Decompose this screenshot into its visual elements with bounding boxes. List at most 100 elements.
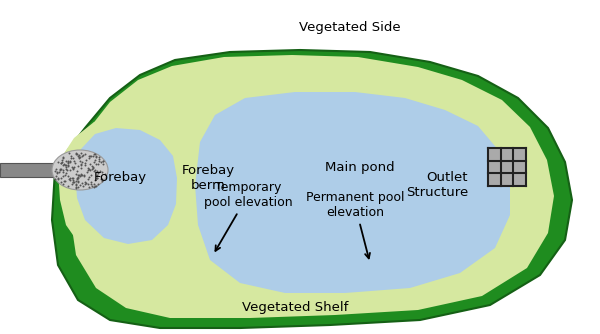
Point <box>69 165 79 170</box>
Point <box>65 168 75 173</box>
Point <box>81 181 91 186</box>
Point <box>95 168 104 174</box>
Point <box>71 185 81 191</box>
Point <box>68 179 78 184</box>
Point <box>75 158 85 163</box>
Point <box>98 158 108 163</box>
Text: Outlet
Structure: Outlet Structure <box>406 171 468 199</box>
Point <box>86 154 96 159</box>
Point <box>71 183 80 188</box>
Point <box>58 174 68 179</box>
Point <box>54 170 64 175</box>
Point <box>68 155 77 160</box>
Point <box>55 166 65 171</box>
Point <box>58 167 67 172</box>
Polygon shape <box>195 92 510 293</box>
Point <box>76 165 86 171</box>
Point <box>59 169 68 174</box>
Point <box>80 179 89 185</box>
Point <box>64 176 73 181</box>
Point <box>97 169 107 174</box>
Point <box>91 184 101 189</box>
Point <box>77 153 86 158</box>
Point <box>55 167 64 173</box>
Point <box>71 161 80 166</box>
Bar <box>0 163 62 177</box>
Point <box>65 159 75 165</box>
Point <box>53 169 62 174</box>
Point <box>83 177 93 182</box>
Polygon shape <box>52 50 572 328</box>
Point <box>56 166 66 171</box>
Point <box>71 151 81 157</box>
Point <box>75 155 85 160</box>
Point <box>58 154 67 160</box>
Polygon shape <box>70 55 554 318</box>
Point <box>77 173 86 178</box>
Point <box>71 184 80 189</box>
Point <box>82 169 92 175</box>
Point <box>78 153 88 158</box>
Point <box>76 171 86 176</box>
Point <box>73 176 83 181</box>
Point <box>64 151 74 156</box>
Point <box>68 164 77 170</box>
Point <box>89 168 99 174</box>
Text: Forebay: Forebay <box>94 171 146 184</box>
Point <box>92 175 102 180</box>
Point <box>88 164 97 169</box>
Point <box>60 179 70 184</box>
Point <box>59 156 68 161</box>
Point <box>88 166 97 171</box>
Point <box>71 171 80 177</box>
Point <box>90 152 100 157</box>
Point <box>91 155 100 160</box>
Point <box>83 181 93 187</box>
Point <box>57 157 67 162</box>
Point <box>89 184 99 189</box>
Point <box>92 169 101 174</box>
Point <box>80 151 90 156</box>
Point <box>86 173 96 178</box>
Point <box>68 166 77 172</box>
Polygon shape <box>58 117 183 260</box>
Point <box>50 176 60 181</box>
Point <box>77 181 87 186</box>
Point <box>80 160 90 166</box>
Point <box>86 181 95 187</box>
Point <box>91 168 100 173</box>
Point <box>75 174 85 179</box>
Point <box>64 159 73 164</box>
Point <box>83 168 93 173</box>
Point <box>71 182 81 187</box>
Point <box>73 153 83 158</box>
Point <box>58 181 68 187</box>
Point <box>85 154 94 159</box>
Point <box>59 178 69 183</box>
Point <box>89 160 99 165</box>
Point <box>62 167 71 173</box>
Point <box>73 164 83 169</box>
Point <box>56 176 66 181</box>
Point <box>53 171 62 176</box>
Point <box>97 176 106 182</box>
Point <box>91 153 101 159</box>
Point <box>53 159 62 165</box>
Point <box>74 179 83 184</box>
Point <box>84 153 94 159</box>
Point <box>51 173 61 178</box>
Point <box>89 151 99 156</box>
Point <box>94 156 103 162</box>
Point <box>61 162 71 168</box>
Point <box>86 179 96 184</box>
Point <box>91 157 100 162</box>
Point <box>73 168 82 174</box>
Text: Main pond: Main pond <box>325 162 395 174</box>
Point <box>92 176 102 181</box>
Point <box>64 183 73 189</box>
Point <box>73 172 82 178</box>
Text: Temporary
pool elevation: Temporary pool elevation <box>203 181 292 251</box>
Point <box>77 160 87 165</box>
Point <box>64 159 73 165</box>
Point <box>72 176 82 181</box>
